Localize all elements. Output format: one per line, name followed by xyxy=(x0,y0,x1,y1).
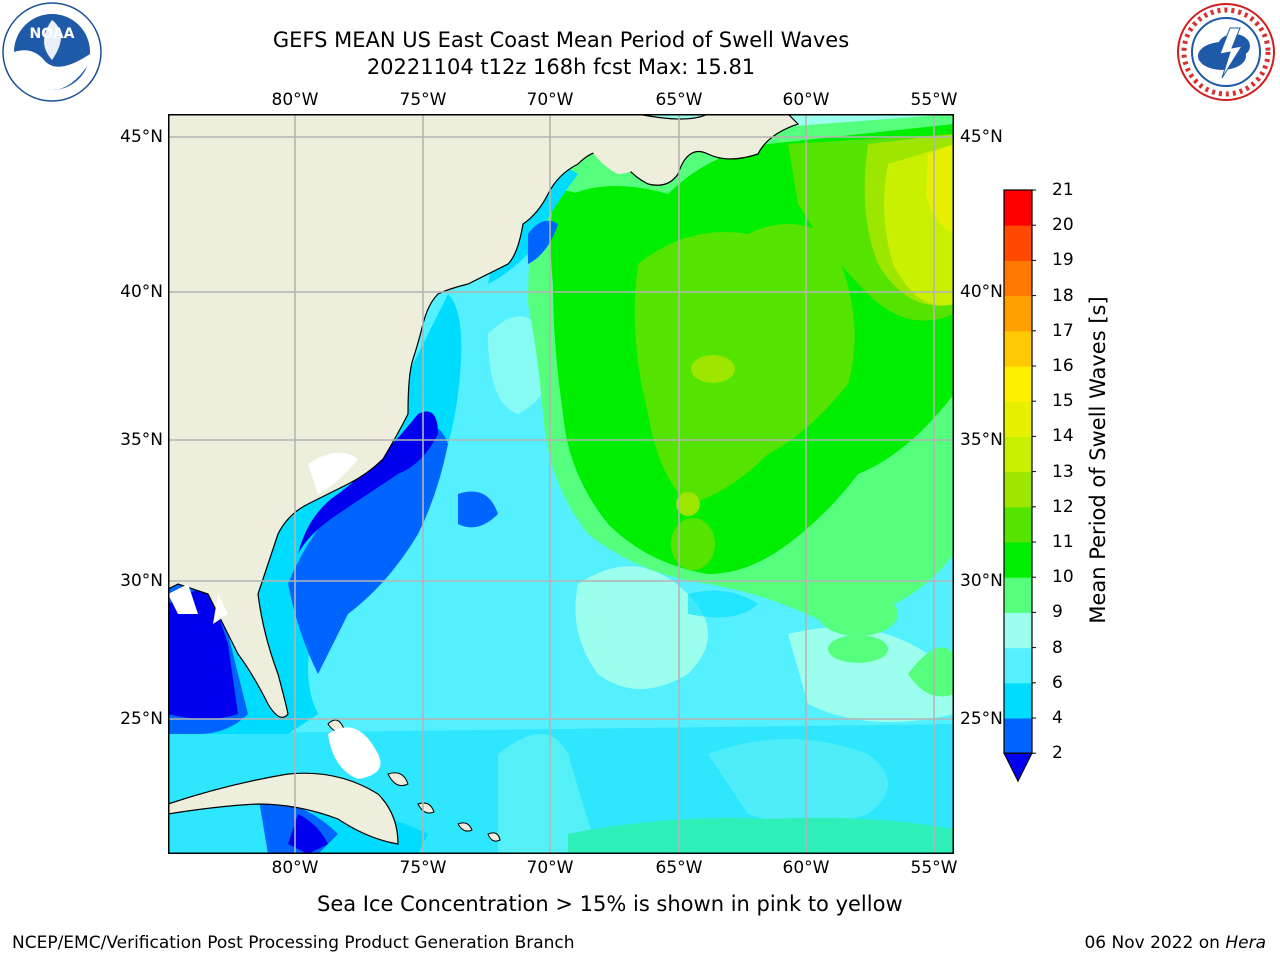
lon-tick-top: 65°W xyxy=(655,90,703,110)
swell-period-map xyxy=(168,114,954,854)
map-title: GEFS MEAN US East Coast Mean Period of S… xyxy=(272,28,850,52)
colorbar-level-label: 13 xyxy=(1052,461,1074,482)
colorbar-level-label: 6 xyxy=(1052,672,1063,693)
colorbar-level-label: 14 xyxy=(1052,426,1074,447)
footer-date: 06 Nov 2022 on Hera xyxy=(1084,932,1266,954)
colorbar-level-label: 9 xyxy=(1052,602,1063,623)
colorbar-level-label: 11 xyxy=(1052,532,1074,552)
colorbar-level-label: 16 xyxy=(1052,356,1074,376)
lat-tick-right: 40°N xyxy=(960,282,1003,302)
colorbar-segment xyxy=(1004,330,1032,367)
swell-2s-region xyxy=(168,411,438,854)
colorbar-segment xyxy=(1004,542,1032,578)
cuba xyxy=(168,772,399,845)
sea-ice-note: Sea Ice Concentration > 15% is shown in … xyxy=(317,892,903,916)
lon-tick-top: 55°W xyxy=(910,90,958,110)
no-data-patches xyxy=(168,452,381,779)
colorbar-level-label: 19 xyxy=(1052,250,1074,271)
colorbar-segment xyxy=(1004,190,1032,226)
colorbar-level-label: 17 xyxy=(1052,320,1074,341)
lat-tick-left: 30°N xyxy=(120,571,163,591)
colorbar-segment xyxy=(1004,647,1032,684)
colorbar-title: Mean Period of Swell Waves [s] xyxy=(1086,296,1110,624)
lon-tick-top: 60°W xyxy=(782,90,830,110)
footer-date-text: 06 Nov 2022 on xyxy=(1084,933,1226,953)
footer-credit: NCEP/EMC/Verification Post Processing Pr… xyxy=(12,933,575,953)
lat-tick-right: 25°N xyxy=(960,709,1003,729)
colorbar-segment xyxy=(1004,471,1032,508)
lon-tick-top: 75°W xyxy=(399,90,447,110)
swell-14-15s-region xyxy=(884,144,954,306)
colorbar-level-label: 8 xyxy=(1052,637,1063,658)
colorbar-level-label: 2 xyxy=(1052,743,1063,764)
colorbar-segment xyxy=(1004,436,1032,473)
lat-tick-left: 35°N xyxy=(120,430,163,450)
colorbar-level-label: 18 xyxy=(1052,285,1074,306)
lat-tick-right: 45°N xyxy=(960,127,1003,147)
colorbar-segment xyxy=(1004,682,1032,719)
lat-tick-right: 35°N xyxy=(960,430,1003,450)
colorbar-extend-triangle xyxy=(1003,752,1033,783)
colorbar xyxy=(1003,189,1036,783)
colorbar-level-label: 4 xyxy=(1052,708,1063,728)
colorbar-segment xyxy=(1004,401,1032,437)
graticule xyxy=(168,114,954,854)
colorbar-segment xyxy=(1004,718,1032,754)
colorbar-segment xyxy=(1004,577,1032,613)
lat-tick-left: 45°N xyxy=(120,127,163,147)
lat-tick-right: 30°N xyxy=(960,571,1003,591)
north-america xyxy=(168,114,800,718)
colorbar-level-label: 10 xyxy=(1052,567,1074,588)
colorbar-segment xyxy=(1004,612,1032,649)
colorbar-segment xyxy=(1004,225,1032,261)
colorbar-segment xyxy=(1004,366,1032,402)
colorbar-segment xyxy=(1004,260,1032,297)
colorbar-level-label: 20 xyxy=(1052,215,1074,236)
lon-tick-top: 80°W xyxy=(271,90,319,110)
lat-tick-left: 25°N xyxy=(120,709,163,729)
colorbar-labels: 2 4 6 8 9 10 11 12 13 14 15 16 17 18 19 20 21 xyxy=(1052,0,1112,960)
lon-tick-bottom: 75°W xyxy=(399,858,447,878)
map-frame xyxy=(168,114,954,854)
noaa-logo: NOAA xyxy=(2,2,102,102)
map-subtitle: 20221104 t12z 168h fcst Max: 15.81 xyxy=(366,55,756,79)
nws-logo xyxy=(1176,2,1276,102)
colorbar-segment xyxy=(1004,295,1032,332)
lon-tick-bottom: 70°W xyxy=(526,858,574,878)
lon-tick-bottom: 65°W xyxy=(655,858,703,878)
lon-tick-bottom: 60°W xyxy=(782,858,830,878)
lon-tick-top: 70°W xyxy=(526,90,574,110)
lon-tick-bottom: 55°W xyxy=(910,858,958,878)
colorbar-level-label: 21 xyxy=(1052,180,1074,200)
lon-tick-bottom: 80°W xyxy=(271,858,319,878)
land xyxy=(168,114,800,845)
colorbar-level-label: 12 xyxy=(1052,496,1074,517)
colorbar-segment xyxy=(1004,506,1032,543)
footer-machine: Hera xyxy=(1225,933,1266,953)
noaa-logo-text: NOAA xyxy=(30,26,75,42)
lat-tick-left: 40°N xyxy=(120,282,163,302)
colorbar-level-label: 15 xyxy=(1052,391,1074,412)
